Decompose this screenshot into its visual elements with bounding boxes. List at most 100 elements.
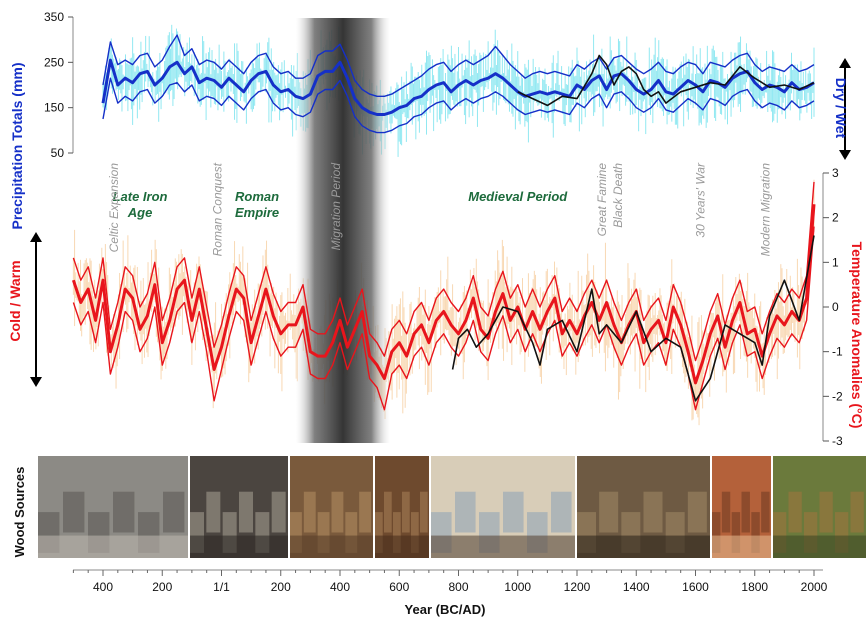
temperature-tick-label: -1 [832,345,843,359]
photo-texture [239,491,253,533]
photo-texture [761,491,770,533]
photo-texture [721,491,731,533]
x-tick-label: 1400 [623,580,650,594]
photo-ground [712,535,771,558]
temperature-axis-title: Temperature Anomalies (°C) [849,242,865,429]
cold-warm-arrow-head-up [30,232,42,242]
precipitation-mean-line [101,58,815,116]
dry-wet-label: Dry / Wet [833,78,849,139]
wood-sources-photos [38,456,866,558]
x-tick-label: 1200 [564,580,591,594]
precipitation-raw-signal [102,24,815,157]
photo-texture [303,491,316,533]
period-label: Medieval Period [468,189,568,204]
photo-texture [411,512,419,553]
period-label: Empire [235,205,279,220]
temperature-tick-label: -2 [832,389,843,403]
photo-texture [206,491,221,533]
photo-texture [290,512,302,553]
photo-texture [384,491,392,533]
cold-warm-label: Cold / Warm [7,260,23,341]
photo-texture [712,512,721,553]
photo-texture [503,491,524,533]
photo-texture [850,491,864,533]
x-tick-label: 1/1 [213,580,230,594]
event-label: Celtic Expansion [107,163,121,253]
photo-texture [393,512,401,553]
temperature-tick-label: 0 [832,300,839,314]
wood-photo-timber-posts [375,456,429,558]
x-tick-label: 1000 [504,580,531,594]
photo-texture [113,491,135,533]
photo-texture [359,491,372,533]
temperature-mean-line [71,204,816,385]
precipitation-tick-label: 150 [44,101,64,115]
x-tick-label: 400 [330,580,350,594]
wood-photo-wooden-well-structure [290,456,373,558]
photo-texture [643,491,663,533]
precipitation-tick-label: 350 [44,10,64,24]
temperature-tick-label: 3 [832,166,839,180]
x-axis-title: Year (BC/AD) [405,602,486,617]
photo-texture [687,491,707,533]
x-tick-label: 1800 [741,580,768,594]
axes: 50 150 250 350 -3 -2 -1 0 1 2 3 400 200 1/1 200 400 600 8… [30,10,851,594]
precipitation-upper_bound-line [102,34,815,97]
x-tick-label: 1600 [682,580,709,594]
photo-texture [599,491,619,533]
photo-texture [731,512,741,553]
photo-texture [551,491,572,533]
photo-texture [63,491,85,533]
period-label: Late Iron [113,189,168,204]
temperature-tick-label: -3 [832,434,843,448]
precipitation-tick-label: 50 [51,146,65,160]
photo-texture [271,491,286,533]
photo-texture [375,512,383,553]
photo-texture [345,512,358,553]
x-tick-label: 800 [448,580,468,594]
precipitation-comparison-line [517,54,815,107]
event-label: Roman Conquest [211,162,225,256]
wood-photo-sand-quarry-logs [431,456,575,558]
wood-photo-half-timbered-house [712,456,771,558]
period-label: Roman [235,189,279,204]
photo-texture [163,491,185,533]
series-lines [71,34,816,411]
wood-photo-roof-truss [577,456,710,558]
photo-texture [788,491,802,533]
photo-ground [190,535,288,558]
temperature-comparison-line [451,235,815,402]
dry-wet-arrow-head-up [839,58,851,68]
temperature-tick-label: 1 [832,255,839,269]
precipitation-tick-label: 250 [44,55,64,69]
wood-photo-timber-lined-well [190,456,288,558]
x-tick-label: 2000 [801,580,828,594]
x-tick-label: 200 [152,580,172,594]
event-label: Black Death [611,163,625,228]
photo-texture [420,491,428,533]
wood-photo-log-pile [773,456,866,558]
precipitation-axis-title: Precipitation Totals (mm) [9,63,25,230]
photo-ground [431,535,575,558]
photo-texture [819,491,833,533]
temperature-lower_bound-line [72,226,815,411]
photo-texture [402,491,410,533]
photo-texture [741,491,750,533]
temperature-tick-label: 2 [832,211,839,225]
photo-texture [751,512,760,553]
photo-ground [290,535,373,558]
x-tick-label: 600 [389,580,409,594]
temperature-upper_bound-line [72,181,815,362]
photo-texture [455,491,476,533]
photo-ground [577,535,710,558]
photo-ground [38,535,188,558]
photo-texture [317,512,330,553]
cold-warm-arrow-head-down [30,377,42,387]
period-label: Age [127,205,153,220]
wood-sources-label: Wood Sources [12,467,27,558]
photo-texture [331,491,344,533]
precipitation-lower_bound-line [102,77,815,134]
wood-photo-excavated-timber-floor [38,456,188,558]
